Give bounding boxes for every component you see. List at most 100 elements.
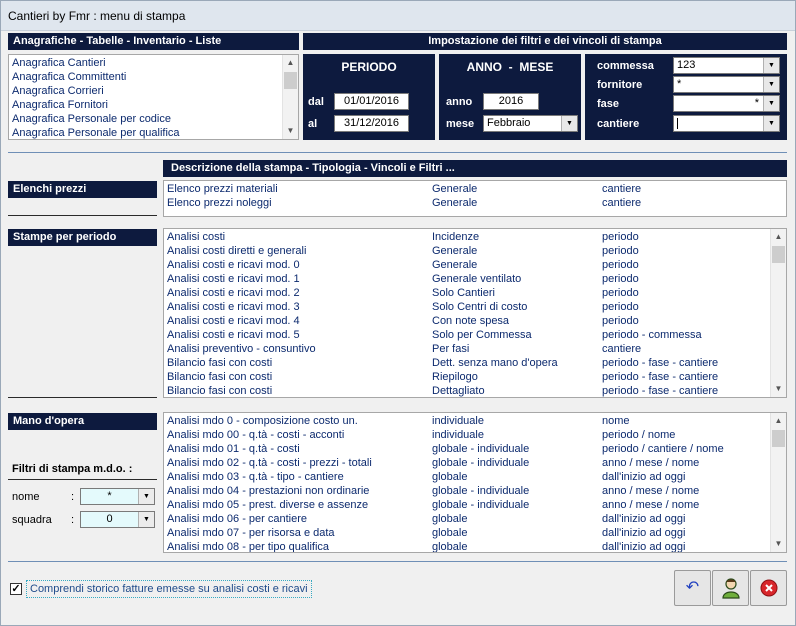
scroll-down-icon[interactable]: ▼ <box>774 539 783 548</box>
title-bar: Cantieri by Fmr : menu di stampa <box>1 1 795 31</box>
chevron-down-icon[interactable]: ▼ <box>138 489 154 504</box>
table-row[interactable]: Analisi costi Incidenze periodo <box>164 230 786 244</box>
scroll-down-icon[interactable]: ▼ <box>774 384 783 393</box>
table-row-col2: globale <box>432 471 468 483</box>
cantiere-label: cantiere <box>597 118 640 130</box>
dal-date-field[interactable]: 01/01/2016 <box>334 93 409 110</box>
mano-opera-scrollbar[interactable]: ▲ ▼ <box>770 413 786 552</box>
periodo-title: PERIODO <box>341 60 397 74</box>
list-item[interactable]: Anagrafica Cantieri <box>9 56 298 70</box>
cantiere-select[interactable]: ▼ <box>673 115 780 132</box>
table-row[interactable]: Analisi costi e ricavi mod. 5 Solo per Co… <box>164 328 786 342</box>
list-item-label: Anagrafica Fornitori <box>12 99 108 111</box>
scroll-thumb[interactable] <box>772 246 785 263</box>
list-item[interactable]: Anagrafica Fornitori <box>9 98 298 112</box>
list-item[interactable]: Anagrafica Committenti <box>9 70 298 84</box>
chevron-down-icon[interactable]: ▼ <box>763 77 779 92</box>
table-row-col2: Solo Centri di costo <box>432 301 528 313</box>
table-row[interactable]: Elenco prezzi materiali Generale cantiere <box>164 182 786 196</box>
table-row-col2: Solo per Commessa <box>432 329 532 341</box>
table-row-col3: periodo <box>602 287 639 299</box>
table-row-col3: periodo <box>602 273 639 285</box>
table-row[interactable]: Analisi preventivo - consuntivo Per fasi c… <box>164 342 786 356</box>
scroll-thumb[interactable] <box>284 72 297 89</box>
stampe-periodo-list[interactable]: Analisi costi Incidenze periodo Analisi cos… <box>163 228 787 398</box>
squadra-filter-select[interactable]: 0 ▼ <box>80 511 155 528</box>
table-row-col2: individuale <box>432 415 484 427</box>
table-row[interactable]: Analisi mdo 0 - composizione costo un. in… <box>164 414 786 428</box>
table-row[interactable]: Analisi mdo 02 - q.tà - costi - prezzi -… <box>164 456 786 470</box>
back-button[interactable]: ↶ <box>674 570 711 606</box>
chevron-down-icon[interactable]: ▼ <box>138 512 154 527</box>
table-row-col3: periodo <box>602 315 639 327</box>
dal-label: dal <box>308 96 324 108</box>
anno-field[interactable]: 2016 <box>483 93 539 110</box>
undo-icon: ↶ <box>685 579 700 596</box>
table-row[interactable]: Bilancio fasi con costi Riepilogo periodo … <box>164 370 786 384</box>
table-row-col2: Generale ventilato <box>432 273 522 285</box>
table-row-col2: globale - individuale <box>432 443 530 455</box>
table-row-col1: Analisi mdo 08 - per tipo qualifica <box>167 541 330 553</box>
chevron-down-icon[interactable]: ▼ <box>763 116 779 131</box>
anno-mese-title: ANNO - MESE <box>466 60 554 74</box>
list-item[interactable]: Anagrafica Personale per qualifica <box>9 126 298 139</box>
vincoli-panel: commessa 123 ▼ fornitore * ▼ fase * ▼ ca… <box>585 54 787 140</box>
table-row[interactable]: Analisi costi e ricavi mod. 2 Solo Cantie… <box>164 286 786 300</box>
periodo-panel: PERIODO dal 01/01/2016 al 31/12/2016 <box>303 54 435 140</box>
table-row[interactable]: Analisi mdo 07 - per risorsa e data globa… <box>164 526 786 540</box>
chevron-down-icon[interactable]: ▼ <box>763 96 779 111</box>
table-row-col2: Dettagliato <box>432 385 485 397</box>
elenchi-prezzi-list[interactable]: Elenco prezzi materiali Generale cantiere E… <box>163 180 787 217</box>
table-row[interactable]: Analisi costi e ricavi mod. 1 Generale ve… <box>164 272 786 286</box>
table-row-col1: Analisi costi <box>167 231 226 243</box>
divider <box>8 479 157 480</box>
scroll-thumb[interactable] <box>772 430 785 447</box>
squadra-label: squadra <box>12 514 52 526</box>
scroll-up-icon[interactable]: ▲ <box>774 416 783 425</box>
table-row[interactable]: Analisi mdo 01 - q.tà - costi globale - i… <box>164 442 786 456</box>
fornitore-select[interactable]: * ▼ <box>673 76 780 93</box>
chevron-down-icon[interactable]: ▼ <box>763 58 779 73</box>
separator-line <box>8 152 787 153</box>
table-row[interactable]: Elenco prezzi noleggi Generale cantiere <box>164 196 786 210</box>
table-row-col3: periodo / nome <box>602 429 676 441</box>
table-row[interactable]: Analisi mdo 05 - prest. diverse e assenz… <box>164 498 786 512</box>
close-button[interactable] <box>750 570 787 606</box>
table-row[interactable]: Analisi costi e ricavi mod. 0 Generale per… <box>164 258 786 272</box>
table-row[interactable]: Analisi mdo 00 - q.tà - costi - acconti i… <box>164 428 786 442</box>
storico-checkbox[interactable]: ✓ <box>10 583 22 595</box>
table-row[interactable]: Analisi costi e ricavi mod. 3 Solo Centri… <box>164 300 786 314</box>
anagrafiche-scrollbar[interactable]: ▲ ▼ <box>282 55 298 139</box>
divider <box>8 215 157 216</box>
anagrafiche-list[interactable]: Anagrafica Cantieri Anagrafica Committent… <box>8 54 299 140</box>
fase-select[interactable]: * ▼ <box>673 95 780 112</box>
scroll-up-icon[interactable]: ▲ <box>774 232 783 241</box>
table-row[interactable]: Analisi costi diretti e generali Generale… <box>164 244 786 258</box>
table-row-col3: anno / mese / nome <box>602 485 700 497</box>
table-row-col1: Analisi mdo 04 - prestazioni non ordinar… <box>167 485 370 497</box>
table-row[interactable]: Analisi mdo 08 - per tipo qualifica globa… <box>164 540 786 553</box>
table-row[interactable]: Analisi costi e ricavi mod. 4 Con note sp… <box>164 314 786 328</box>
table-row[interactable]: Bilancio fasi con costi Dettagliato period… <box>164 384 786 397</box>
mese-select[interactable]: Febbraio ▼ <box>483 115 578 132</box>
scroll-up-icon[interactable]: ▲ <box>286 58 295 67</box>
table-row-col3: periodo - fase - cantiere <box>602 357 719 369</box>
table-row-col2: Incidenze <box>432 231 480 243</box>
user-button[interactable] <box>712 570 749 606</box>
mano-opera-list[interactable]: Analisi mdo 0 - composizione costo un. in… <box>163 412 787 553</box>
table-row[interactable]: Analisi mdo 04 - prestazioni non ordinar… <box>164 484 786 498</box>
al-date-field[interactable]: 31/12/2016 <box>334 115 409 132</box>
list-item-label: Anagrafica Cantieri <box>12 57 106 69</box>
scroll-down-icon[interactable]: ▼ <box>286 126 295 135</box>
table-row[interactable]: Analisi mdo 06 - per cantiere globale dall… <box>164 512 786 526</box>
list-item[interactable]: Anagrafica Personale per codice <box>9 112 298 126</box>
chevron-down-icon[interactable]: ▼ <box>561 116 577 131</box>
nome-filter-select[interactable]: * ▼ <box>80 488 155 505</box>
table-row[interactable]: Bilancio fasi con costi Dett. senza mano … <box>164 356 786 370</box>
commessa-select[interactable]: 123 ▼ <box>673 57 780 74</box>
table-row[interactable]: Analisi mdo 03 - q.tà - tipo - cantiere g… <box>164 470 786 484</box>
storico-label[interactable]: Comprendi storico fatture emesse su anal… <box>26 580 312 598</box>
list-item[interactable]: Anagrafica Corrieri <box>9 84 298 98</box>
stampe-periodo-scrollbar[interactable]: ▲ ▼ <box>770 229 786 397</box>
